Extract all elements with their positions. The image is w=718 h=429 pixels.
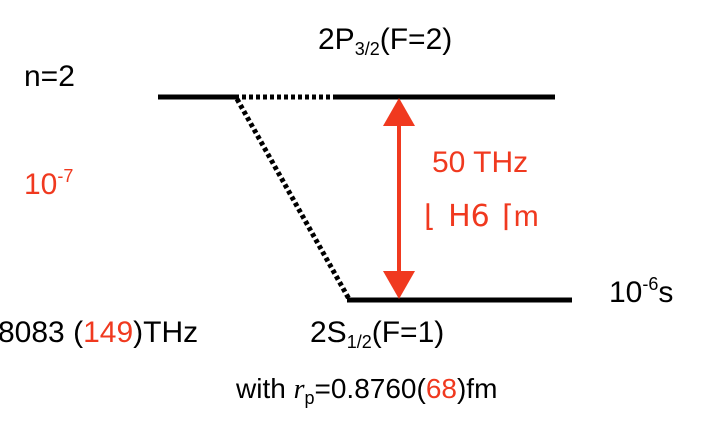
transition-frequency: 8083 (149)THz xyxy=(0,318,198,348)
wave-mid: H6 xyxy=(448,199,490,234)
radius-error: 68 xyxy=(425,373,457,404)
upper-lifetime-exp: -7 xyxy=(57,166,74,186)
wave-unit: m xyxy=(513,200,539,233)
splitting-frequency: 50 THz xyxy=(432,146,529,179)
upper-level-label: 2P3/2(F=2) xyxy=(318,23,453,59)
wave-prefix-glyph: ⌊ xyxy=(424,199,436,234)
lower-level-subscript: 1/2 xyxy=(346,332,372,352)
upper-lifetime: 10-7 xyxy=(24,167,73,201)
splitting-wavelength: ⌊ H6 ⌈m xyxy=(424,202,539,232)
radius-pre: =0.8760( xyxy=(314,373,426,404)
wave-bracket-glyph: ⌈ xyxy=(502,199,514,234)
upper-level-base: 2P xyxy=(318,23,355,56)
lower-level-base: 2S xyxy=(310,316,347,349)
upper-level-subscript: 3/2 xyxy=(354,39,380,59)
upper-lifetime-base: 10 xyxy=(24,168,58,201)
lower-level-label: 2S1/2(F=1) xyxy=(310,316,445,352)
freq-pre: 8083 ( xyxy=(0,316,84,349)
n-label: n=2 xyxy=(24,60,75,93)
radius-subscript: p xyxy=(304,388,315,408)
upper-level-quantum: (F=2) xyxy=(379,23,453,56)
lower-level-quantum: (F=1) xyxy=(371,316,445,349)
dotted-diagonal xyxy=(234,97,352,301)
lower-lifetime-unit: s xyxy=(658,276,674,309)
freq-post: )THz xyxy=(133,316,199,349)
lower-lifetime-base: 10 xyxy=(609,276,643,309)
proton-radius: with rp=0.8760(68)fm xyxy=(236,373,498,408)
lower-lifetime-exp: -6 xyxy=(642,274,659,294)
freq-error: 149 xyxy=(83,316,134,349)
radius-symbol: r xyxy=(293,374,305,405)
radius-post: )fm xyxy=(456,373,498,404)
lower-lifetime: 10-6s xyxy=(609,275,674,309)
radius-with: with xyxy=(236,373,294,404)
